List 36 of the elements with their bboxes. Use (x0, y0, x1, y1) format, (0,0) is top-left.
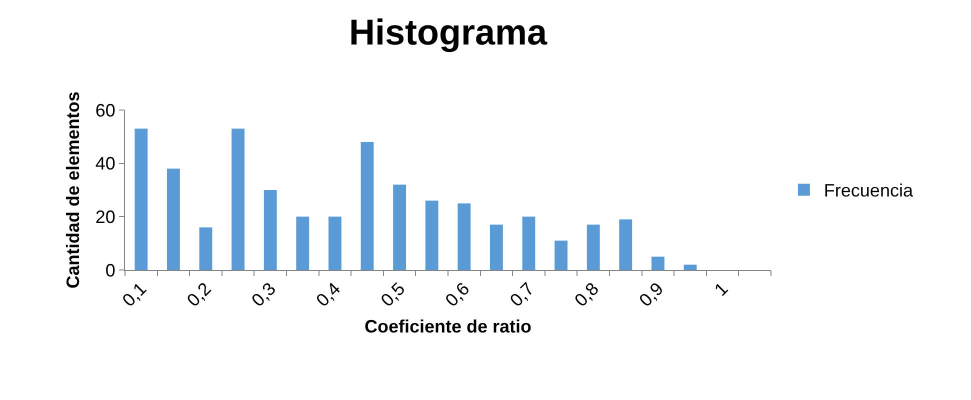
bar (651, 256, 664, 270)
bar (619, 219, 632, 270)
bar (458, 203, 471, 270)
bar (199, 227, 212, 270)
x-tick-label: 0,1 (118, 278, 150, 310)
x-axis-title: Coeficiente de ratio (364, 316, 532, 337)
bar (328, 216, 342, 270)
x-tick-label: 0,9 (635, 278, 668, 310)
x-tick-label: 0,7 (506, 278, 538, 310)
y-tick-label: 0 (105, 260, 116, 280)
y-tick-label: 20 (95, 206, 116, 227)
x-tick-label: 0,4 (312, 278, 344, 310)
x-tick-label: 0,5 (376, 278, 409, 310)
bar (166, 168, 180, 270)
bar (134, 128, 148, 270)
bar (522, 216, 536, 270)
y-tick-label: 40 (95, 154, 116, 174)
bar (393, 184, 406, 270)
bar (425, 200, 438, 270)
x-tick-label: 0,2 (183, 278, 215, 310)
y-tick-label: 60 (95, 100, 116, 120)
x-tick-label: 0,3 (248, 278, 280, 310)
bar (684, 264, 697, 270)
bar (490, 224, 503, 270)
bar (586, 224, 600, 270)
bar (360, 142, 374, 270)
bar (296, 216, 310, 270)
x-tick-label: 1 (710, 278, 732, 300)
legend-label: Frecuencia (824, 180, 914, 201)
bar (232, 128, 245, 270)
bar (264, 190, 277, 270)
x-tick-label: 0,6 (442, 278, 474, 310)
chart-title: Histograma (348, 12, 548, 53)
x-tick-label: 0,8 (570, 278, 603, 310)
bar (554, 240, 568, 270)
y-axis-title: Cantidad de elementos (63, 91, 83, 289)
